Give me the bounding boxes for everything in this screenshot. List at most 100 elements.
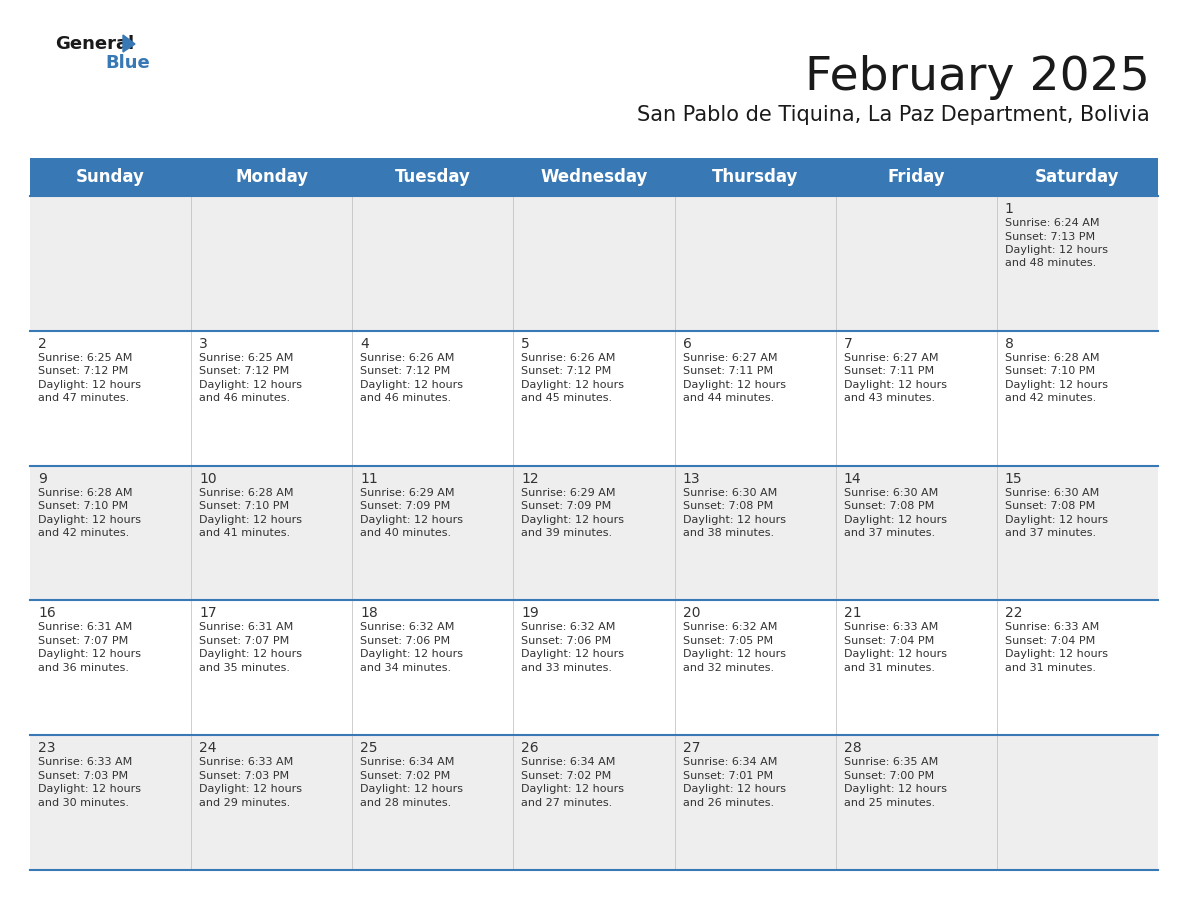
- Text: Sunset: 7:08 PM: Sunset: 7:08 PM: [1005, 501, 1095, 511]
- Text: and 38 minutes.: and 38 minutes.: [683, 528, 773, 538]
- Text: Sunset: 7:08 PM: Sunset: 7:08 PM: [683, 501, 773, 511]
- Text: Sunrise: 6:27 AM: Sunrise: 6:27 AM: [683, 353, 777, 363]
- Text: Sunrise: 6:33 AM: Sunrise: 6:33 AM: [1005, 622, 1099, 633]
- Text: Sunset: 7:09 PM: Sunset: 7:09 PM: [360, 501, 450, 511]
- Text: Sunrise: 6:28 AM: Sunrise: 6:28 AM: [1005, 353, 1099, 363]
- Text: 25: 25: [360, 741, 378, 756]
- Text: Sunset: 7:06 PM: Sunset: 7:06 PM: [360, 636, 450, 646]
- Text: 7: 7: [843, 337, 853, 351]
- Text: 20: 20: [683, 607, 700, 621]
- Text: Tuesday: Tuesday: [394, 168, 470, 186]
- Text: Sunset: 7:10 PM: Sunset: 7:10 PM: [1005, 366, 1095, 376]
- Bar: [30, 330, 1158, 465]
- Text: Sunrise: 6:28 AM: Sunrise: 6:28 AM: [38, 487, 133, 498]
- Text: and 32 minutes.: and 32 minutes.: [683, 663, 773, 673]
- Text: Daylight: 12 hours: Daylight: 12 hours: [360, 784, 463, 794]
- Text: Sunrise: 6:34 AM: Sunrise: 6:34 AM: [522, 757, 615, 767]
- Text: Daylight: 12 hours: Daylight: 12 hours: [360, 380, 463, 390]
- Text: and 33 minutes.: and 33 minutes.: [522, 663, 613, 673]
- Text: and 46 minutes.: and 46 minutes.: [360, 393, 451, 403]
- Text: 5: 5: [522, 337, 530, 351]
- Text: 16: 16: [38, 607, 56, 621]
- Text: Sunrise: 6:30 AM: Sunrise: 6:30 AM: [683, 487, 777, 498]
- Text: Sunrise: 6:32 AM: Sunrise: 6:32 AM: [360, 622, 455, 633]
- Text: 19: 19: [522, 607, 539, 621]
- Text: Daylight: 12 hours: Daylight: 12 hours: [683, 649, 785, 659]
- Text: Sunrise: 6:24 AM: Sunrise: 6:24 AM: [1005, 218, 1099, 228]
- Text: Sunrise: 6:30 AM: Sunrise: 6:30 AM: [843, 487, 939, 498]
- Text: and 45 minutes.: and 45 minutes.: [522, 393, 613, 403]
- Text: and 37 minutes.: and 37 minutes.: [1005, 528, 1097, 538]
- Text: Sunset: 7:04 PM: Sunset: 7:04 PM: [843, 636, 934, 646]
- Text: Sunrise: 6:33 AM: Sunrise: 6:33 AM: [843, 622, 939, 633]
- Text: and 31 minutes.: and 31 minutes.: [843, 663, 935, 673]
- Text: and 44 minutes.: and 44 minutes.: [683, 393, 773, 403]
- Text: Daylight: 12 hours: Daylight: 12 hours: [522, 380, 625, 390]
- Text: and 42 minutes.: and 42 minutes.: [1005, 393, 1097, 403]
- Text: Sunrise: 6:35 AM: Sunrise: 6:35 AM: [843, 757, 939, 767]
- Text: Daylight: 12 hours: Daylight: 12 hours: [38, 784, 141, 794]
- Text: Sunset: 7:13 PM: Sunset: 7:13 PM: [1005, 231, 1095, 241]
- Text: 17: 17: [200, 607, 216, 621]
- Text: and 46 minutes.: and 46 minutes.: [200, 393, 290, 403]
- Text: and 42 minutes.: and 42 minutes.: [38, 528, 129, 538]
- Text: 15: 15: [1005, 472, 1023, 486]
- Text: Sunset: 7:06 PM: Sunset: 7:06 PM: [522, 636, 612, 646]
- Text: Sunset: 7:07 PM: Sunset: 7:07 PM: [38, 636, 128, 646]
- Text: Monday: Monday: [235, 168, 308, 186]
- Text: Daylight: 12 hours: Daylight: 12 hours: [1005, 245, 1108, 255]
- Text: Sunrise: 6:26 AM: Sunrise: 6:26 AM: [360, 353, 455, 363]
- Text: Sunset: 7:05 PM: Sunset: 7:05 PM: [683, 636, 772, 646]
- Text: Sunrise: 6:32 AM: Sunrise: 6:32 AM: [522, 622, 615, 633]
- Text: 24: 24: [200, 741, 216, 756]
- Text: Sunrise: 6:31 AM: Sunrise: 6:31 AM: [200, 622, 293, 633]
- Text: Sunrise: 6:25 AM: Sunrise: 6:25 AM: [200, 353, 293, 363]
- Text: Sunset: 7:11 PM: Sunset: 7:11 PM: [683, 366, 772, 376]
- Text: Sunrise: 6:34 AM: Sunrise: 6:34 AM: [683, 757, 777, 767]
- Text: Daylight: 12 hours: Daylight: 12 hours: [200, 784, 302, 794]
- Text: 12: 12: [522, 472, 539, 486]
- Text: and 47 minutes.: and 47 minutes.: [38, 393, 129, 403]
- Text: Sunday: Sunday: [76, 168, 145, 186]
- Text: Daylight: 12 hours: Daylight: 12 hours: [843, 649, 947, 659]
- Text: Sunset: 7:10 PM: Sunset: 7:10 PM: [200, 501, 289, 511]
- Text: Sunset: 7:07 PM: Sunset: 7:07 PM: [200, 636, 290, 646]
- Text: 22: 22: [1005, 607, 1023, 621]
- Text: 11: 11: [360, 472, 378, 486]
- Text: Saturday: Saturday: [1035, 168, 1119, 186]
- Text: and 29 minutes.: and 29 minutes.: [200, 798, 290, 808]
- Bar: [30, 735, 1158, 870]
- Bar: [30, 196, 1158, 330]
- Text: and 40 minutes.: and 40 minutes.: [360, 528, 451, 538]
- Text: Daylight: 12 hours: Daylight: 12 hours: [1005, 515, 1108, 524]
- Text: Sunset: 7:01 PM: Sunset: 7:01 PM: [683, 771, 772, 780]
- Text: Sunset: 7:11 PM: Sunset: 7:11 PM: [843, 366, 934, 376]
- Text: Sunrise: 6:33 AM: Sunrise: 6:33 AM: [38, 757, 132, 767]
- Text: Daylight: 12 hours: Daylight: 12 hours: [360, 515, 463, 524]
- Text: Daylight: 12 hours: Daylight: 12 hours: [683, 784, 785, 794]
- Bar: [30, 600, 1158, 735]
- Text: and 30 minutes.: and 30 minutes.: [38, 798, 129, 808]
- Text: Sunset: 7:10 PM: Sunset: 7:10 PM: [38, 501, 128, 511]
- Text: 10: 10: [200, 472, 216, 486]
- Text: and 41 minutes.: and 41 minutes.: [200, 528, 290, 538]
- Text: 8: 8: [1005, 337, 1013, 351]
- Text: General: General: [55, 35, 134, 53]
- Text: Sunset: 7:02 PM: Sunset: 7:02 PM: [360, 771, 450, 780]
- Bar: [30, 158, 1158, 196]
- Text: 6: 6: [683, 337, 691, 351]
- Text: Sunset: 7:03 PM: Sunset: 7:03 PM: [38, 771, 128, 780]
- Text: and 25 minutes.: and 25 minutes.: [843, 798, 935, 808]
- Text: Sunset: 7:09 PM: Sunset: 7:09 PM: [522, 501, 612, 511]
- Text: and 36 minutes.: and 36 minutes.: [38, 663, 129, 673]
- Text: Daylight: 12 hours: Daylight: 12 hours: [38, 515, 141, 524]
- Text: Daylight: 12 hours: Daylight: 12 hours: [843, 515, 947, 524]
- Text: Sunrise: 6:32 AM: Sunrise: 6:32 AM: [683, 622, 777, 633]
- Text: 3: 3: [200, 337, 208, 351]
- Text: Daylight: 12 hours: Daylight: 12 hours: [1005, 380, 1108, 390]
- Text: Sunset: 7:12 PM: Sunset: 7:12 PM: [522, 366, 612, 376]
- Text: Friday: Friday: [887, 168, 946, 186]
- Text: 21: 21: [843, 607, 861, 621]
- Text: Sunrise: 6:30 AM: Sunrise: 6:30 AM: [1005, 487, 1099, 498]
- Text: Daylight: 12 hours: Daylight: 12 hours: [1005, 649, 1108, 659]
